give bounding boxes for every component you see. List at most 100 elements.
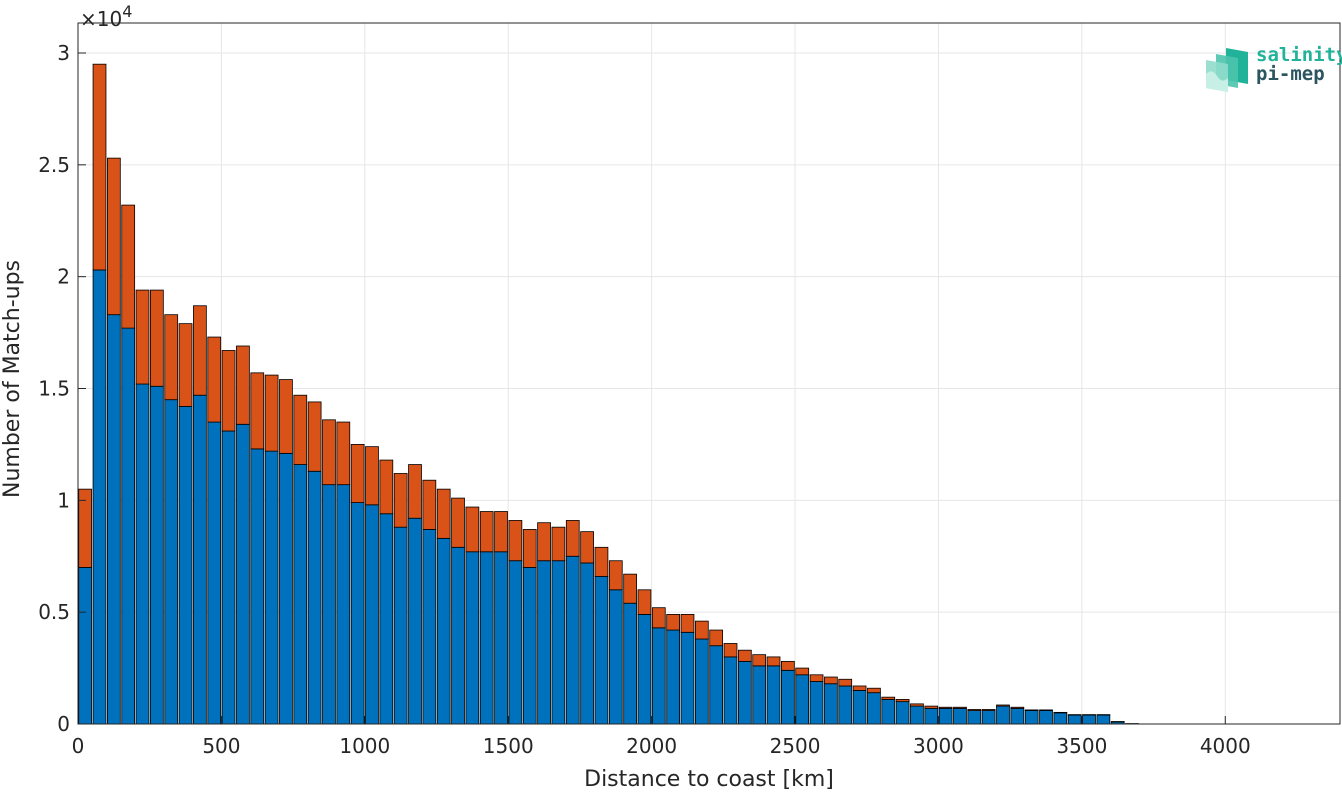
bar-series-2 xyxy=(379,459,394,515)
bar-series-2 xyxy=(838,678,853,687)
bar-series-2 xyxy=(135,289,150,385)
bar-series-1 xyxy=(781,669,795,725)
bar-series-2 xyxy=(78,488,93,568)
bar-series-1 xyxy=(924,707,939,725)
bar-series-1 xyxy=(121,327,136,725)
bar-series-1 xyxy=(1039,710,1053,725)
bar-series-1 xyxy=(193,394,207,725)
bar-series-1 xyxy=(1010,707,1025,725)
bar-series-2 xyxy=(996,704,1010,707)
bar-series-1 xyxy=(135,383,150,725)
bar-series-1 xyxy=(1067,714,1082,725)
bar-series-1 xyxy=(752,665,767,725)
bar-series-1 xyxy=(393,526,408,725)
bar-series-2 xyxy=(1096,714,1111,716)
salinity-pimep-logo: salinity pi-mep xyxy=(1204,44,1342,96)
bar-series-1 xyxy=(307,470,322,725)
bar-series-2 xyxy=(824,676,838,685)
bar-series-2 xyxy=(178,323,193,407)
bar-series-2 xyxy=(106,157,121,316)
bar-series-2 xyxy=(608,560,623,591)
bar-series-2 xyxy=(393,473,408,528)
bar-series-1 xyxy=(580,562,594,725)
bar-series-1 xyxy=(436,537,451,725)
bar-series-1 xyxy=(350,502,365,725)
bar-series-1 xyxy=(723,656,738,725)
bar-series-2 xyxy=(236,345,250,425)
bar-series-1 xyxy=(651,627,666,725)
y-axis-label: Number of Match-ups xyxy=(0,260,25,498)
bar-series-1 xyxy=(852,690,867,725)
bar-series-1 xyxy=(479,551,494,725)
bar-series-1 xyxy=(895,701,910,725)
x-tick-label: 1000 xyxy=(339,734,390,758)
bar-series-2 xyxy=(92,63,107,271)
bar-series-2 xyxy=(551,526,566,562)
bar-series-2 xyxy=(479,511,494,553)
bar-series-1 xyxy=(379,513,394,725)
bar-series-2 xyxy=(1010,706,1025,709)
bar-series-1 xyxy=(236,423,250,725)
bar-series-2 xyxy=(781,660,795,671)
bar-series-2 xyxy=(809,674,824,682)
x-tick-label: 1500 xyxy=(483,734,534,758)
bar-series-2 xyxy=(264,374,279,452)
y-tick-label: 0 xyxy=(57,712,70,736)
bar-series-2 xyxy=(752,654,767,667)
bar-series-2 xyxy=(795,667,810,676)
bar-series-1 xyxy=(365,504,379,725)
bar-series-2 xyxy=(451,497,465,548)
bar-series-1 xyxy=(408,517,422,725)
bar-series-2 xyxy=(508,520,523,562)
bar-series-2 xyxy=(293,394,308,465)
bar-series-2 xyxy=(680,614,695,633)
bars xyxy=(78,63,1139,725)
bar-series-2 xyxy=(594,546,609,577)
bar-series-2 xyxy=(537,522,551,562)
bar-series-2 xyxy=(694,620,709,640)
bar-series-1 xyxy=(106,314,121,725)
bar-series-2 xyxy=(207,336,222,423)
bar-series-1 xyxy=(996,705,1010,725)
bar-series-2 xyxy=(666,614,681,631)
bar-series-2 xyxy=(522,529,537,568)
bar-series-2 xyxy=(737,649,752,662)
bar-series-1 xyxy=(451,546,465,725)
bar-series-1 xyxy=(666,629,681,725)
bar-series-1 xyxy=(809,681,824,725)
bar-series-1 xyxy=(881,698,896,725)
bar-series-2 xyxy=(1067,714,1082,716)
bar-series-1 xyxy=(910,705,924,725)
bar-series-2 xyxy=(766,656,781,667)
bar-series-2 xyxy=(150,289,164,387)
bar-series-1 xyxy=(1096,714,1111,725)
x-tick-label: 3500 xyxy=(1056,734,1107,758)
bar-series-1 xyxy=(623,602,637,725)
bar-series-2 xyxy=(565,520,580,557)
bar-series-2 xyxy=(279,379,293,454)
bar-series-1 xyxy=(737,660,752,725)
bar-series-1 xyxy=(637,614,652,725)
bar-series-1 xyxy=(824,683,838,725)
bar-series-2 xyxy=(1024,709,1039,711)
bar-series-2 xyxy=(436,488,451,539)
x-tick-label: 4000 xyxy=(1200,734,1251,758)
bar-series-1 xyxy=(422,529,437,725)
x-tick-label: 500 xyxy=(202,734,240,758)
bar-series-2 xyxy=(422,479,437,530)
y-ticks: 0 0.5 1 1.5 2 2.5 3 xyxy=(38,41,86,736)
bar-series-1 xyxy=(967,710,982,725)
x-tick-label: 2000 xyxy=(626,734,677,758)
bar-series-2 xyxy=(637,589,652,615)
bar-series-2 xyxy=(1053,711,1068,714)
x-tick-label: 2500 xyxy=(770,734,821,758)
bar-series-2 xyxy=(967,709,982,711)
bar-series-1 xyxy=(1024,710,1039,725)
y-exponent-label: ×104 xyxy=(80,2,132,31)
bar-series-2 xyxy=(1082,714,1096,716)
bar-series-1 xyxy=(178,405,193,725)
bar-series-2 xyxy=(350,444,365,503)
bar-series-1 xyxy=(522,567,537,725)
bar-series-1 xyxy=(565,555,580,725)
